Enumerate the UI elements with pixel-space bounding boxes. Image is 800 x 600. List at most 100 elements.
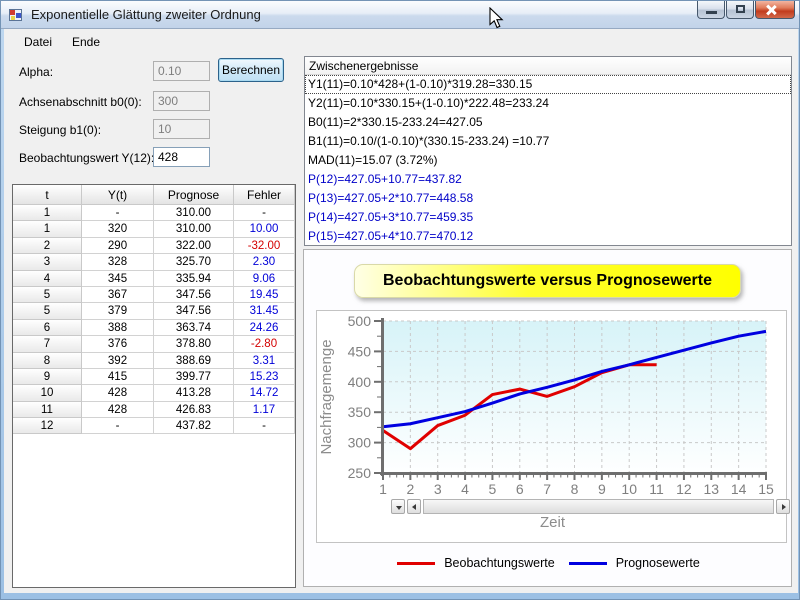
y-tick-label: 500 xyxy=(348,313,372,329)
minimize-button[interactable] xyxy=(697,1,725,19)
grid-cell-fehler[interactable]: 14.72 xyxy=(234,385,295,401)
grid-cell-t[interactable]: 7 xyxy=(13,336,82,352)
grid-cell-fehler[interactable]: 31.45 xyxy=(234,303,295,319)
grid-column-header-yt[interactable]: Y(t) xyxy=(82,185,154,205)
grid-cell-y[interactable]: 345 xyxy=(82,271,154,287)
chart-title-banner: Beobachtungswerte versus Prognosewerte xyxy=(354,264,741,298)
grid-column-header-fehler[interactable]: Fehler xyxy=(234,185,295,205)
grid-cell-y[interactable]: 415 xyxy=(82,369,154,385)
grid-cell-y[interactable]: 428 xyxy=(82,385,154,401)
grid-cell-t[interactable]: 6 xyxy=(13,320,82,336)
x-tick-label: 12 xyxy=(676,481,692,497)
grid-cell-fehler[interactable]: 9.06 xyxy=(234,271,295,287)
result-item[interactable]: Y1(11)=0.10*428+(1-0.10)*319.28=330.15 xyxy=(305,75,791,94)
result-item[interactable]: P(12)=427.05+10.77=437.82 xyxy=(305,170,791,189)
scrollbar-dropdown-button[interactable] xyxy=(391,499,405,514)
menu-item-ende[interactable]: Ende xyxy=(66,33,106,51)
scrollbar-right-button[interactable] xyxy=(776,499,790,514)
grid-cell-fehler[interactable]: 2.30 xyxy=(234,254,295,270)
grid-cell-fehler[interactable]: 24.26 xyxy=(234,320,295,336)
scrollbar-thumb[interactable] xyxy=(423,499,774,514)
chart-scrollbar xyxy=(391,499,790,514)
maximize-button[interactable] xyxy=(726,1,754,19)
grid-column-header-prognose[interactable]: Prognose xyxy=(154,185,234,205)
grid-cell-prognose[interactable]: 413.28 xyxy=(154,385,234,401)
results-header[interactable]: Zwischenergebnisse xyxy=(305,57,791,75)
grid-cell-t[interactable]: 1 xyxy=(13,221,82,237)
grid-cell-prognose[interactable]: 388.69 xyxy=(154,353,234,369)
x-tick-label: 7 xyxy=(543,481,551,497)
grid-cell-t[interactable]: 4 xyxy=(13,271,82,287)
grid-cell-t[interactable]: 9 xyxy=(13,369,82,385)
grid-cell-prognose[interactable]: 347.56 xyxy=(154,287,234,303)
grid-cell-t[interactable]: 8 xyxy=(13,353,82,369)
grid-cell-y[interactable]: 320 xyxy=(82,221,154,237)
result-item[interactable]: P(13)=427.05+2*10.77=448.58 xyxy=(305,189,791,208)
grid-cell-y[interactable]: - xyxy=(82,205,154,221)
grid-cell-t[interactable]: 5 xyxy=(13,287,82,303)
x-tick-label: 5 xyxy=(489,481,497,497)
field-label-0: Alpha: xyxy=(19,65,53,79)
grid-cell-y[interactable]: 376 xyxy=(82,336,154,352)
grid-cell-y[interactable]: 392 xyxy=(82,353,154,369)
grid-cell-y[interactable]: 388 xyxy=(82,320,154,336)
grid-cell-t[interactable]: 1 xyxy=(13,205,82,221)
grid-cell-fehler[interactable]: 19.45 xyxy=(234,287,295,303)
grid-cell-prognose[interactable]: 347.56 xyxy=(154,303,234,319)
grid-cell-t[interactable]: 12 xyxy=(13,418,82,434)
grid-cell-fehler[interactable]: -2.80 xyxy=(234,336,295,352)
grid-cell-prognose[interactable]: 378.80 xyxy=(154,336,234,352)
grid-cell-prognose[interactable]: 335.94 xyxy=(154,271,234,287)
grid-cell-fehler[interactable]: -32.00 xyxy=(234,238,295,254)
grid-cell-t[interactable]: 11 xyxy=(13,402,82,418)
y-tick-label: 400 xyxy=(348,374,372,390)
grid-cell-y[interactable]: 379 xyxy=(82,303,154,319)
result-item[interactable]: P(14)=427.05+3*10.77=459.35 xyxy=(305,208,791,227)
table-row: 7376378.80-2.80 xyxy=(13,336,295,352)
grid-cell-prognose[interactable]: 426.83 xyxy=(154,402,234,418)
grid-body: 1-310.00-1320310.0010.002290322.00-32.00… xyxy=(13,205,295,434)
result-item[interactable]: Y2(11)=0.10*330.15+(1-0.10)*222.48=233.2… xyxy=(305,94,791,113)
menu-item-datei[interactable]: Datei xyxy=(18,33,58,51)
grid-cell-prognose[interactable]: 310.00 xyxy=(154,205,234,221)
grid-cell-y[interactable]: 428 xyxy=(82,402,154,418)
grid-cell-prognose[interactable]: 322.00 xyxy=(154,238,234,254)
grid-cell-prognose[interactable]: 310.00 xyxy=(154,221,234,237)
grid-cell-fehler[interactable]: - xyxy=(234,205,295,221)
scrollbar-left-button[interactable] xyxy=(407,499,421,514)
grid-cell-t[interactable]: 3 xyxy=(13,254,82,270)
grid-cell-fehler[interactable]: 10.00 xyxy=(234,221,295,237)
grid-cell-t[interactable]: 5 xyxy=(13,303,82,319)
grid-column-header-t[interactable]: t xyxy=(13,185,82,205)
x-tick-label: 11 xyxy=(649,481,664,497)
table-row: 3328325.702.30 xyxy=(13,254,295,270)
field-input-3[interactable] xyxy=(153,147,210,167)
legend-item: Beobachtungswerte xyxy=(397,556,555,570)
grid-cell-fehler[interactable]: - xyxy=(234,418,295,434)
grid-cell-fehler[interactable]: 15.23 xyxy=(234,369,295,385)
result-item[interactable]: MAD(11)=15.07 (3.72%) xyxy=(305,151,791,170)
grid-cell-prognose[interactable]: 399.77 xyxy=(154,369,234,385)
grid-cell-prognose[interactable]: 363.74 xyxy=(154,320,234,336)
grid-cell-t[interactable]: 2 xyxy=(13,238,82,254)
grid-cell-prognose[interactable]: 325.70 xyxy=(154,254,234,270)
grid-cell-y[interactable]: - xyxy=(82,418,154,434)
grid-cell-fehler[interactable]: 1.17 xyxy=(234,402,295,418)
grid-cell-y[interactable]: 328 xyxy=(82,254,154,270)
result-item[interactable]: B1(11)=0.10/(1-0.10)*(330.15-233.24) =10… xyxy=(305,132,791,151)
result-item[interactable]: B0(11)=2*330.15-233.24=427.05 xyxy=(305,113,791,132)
berechnen-button[interactable]: Berechnen xyxy=(218,58,284,82)
x-tick-label: 3 xyxy=(434,481,442,497)
grid-cell-fehler[interactable]: 3.31 xyxy=(234,353,295,369)
x-tick-label: 9 xyxy=(598,481,606,497)
chart-box: 123456789101112131415250300350400450500N… xyxy=(316,310,787,543)
grid-cell-y[interactable]: 290 xyxy=(82,238,154,254)
table-row: 5379347.5631.45 xyxy=(13,303,295,319)
table-row: 10428413.2814.72 xyxy=(13,385,295,401)
table-row: 9415399.7715.23 xyxy=(13,369,295,385)
result-item[interactable]: P(15)=427.05+4*10.77=470.12 xyxy=(305,227,791,246)
grid-cell-t[interactable]: 10 xyxy=(13,385,82,401)
close-button[interactable] xyxy=(755,1,795,19)
grid-cell-y[interactable]: 367 xyxy=(82,287,154,303)
grid-cell-prognose[interactable]: 437.82 xyxy=(154,418,234,434)
